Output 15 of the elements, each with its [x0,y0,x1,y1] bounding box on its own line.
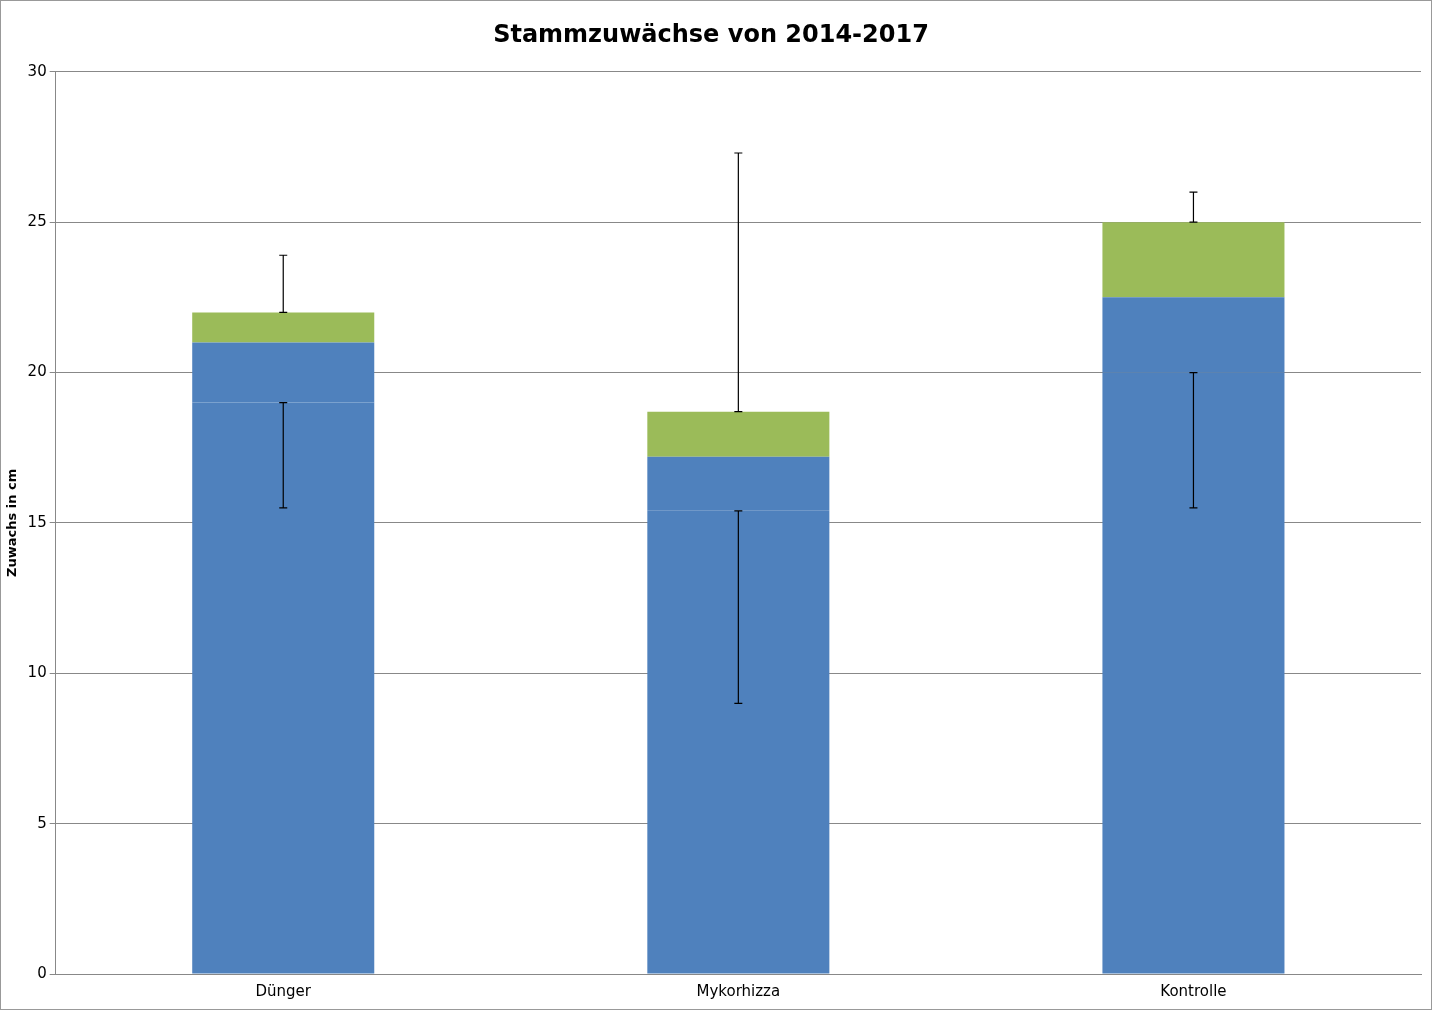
y-tick-label: 25 [27,212,47,231]
chart-title: Stammzuwächse von 2014-2017 [493,19,929,48]
y-tick-label: 15 [27,512,47,531]
y-axis-title: Zuwachs in cm [4,468,20,577]
y-tick-label: 10 [27,663,47,682]
bar [192,312,375,343]
bar [1102,222,1285,298]
bar [647,411,830,457]
y-tick-label: 30 [27,61,47,80]
x-tick-label: Mykorhizza [696,981,781,1000]
y-tick-label: 20 [27,362,47,381]
y-tick-label: 5 [37,813,47,832]
x-tick-label: Dünger [255,981,312,1000]
x-tick-label: Kontrolle [1160,981,1227,1000]
y-tick-label: 0 [37,963,47,982]
